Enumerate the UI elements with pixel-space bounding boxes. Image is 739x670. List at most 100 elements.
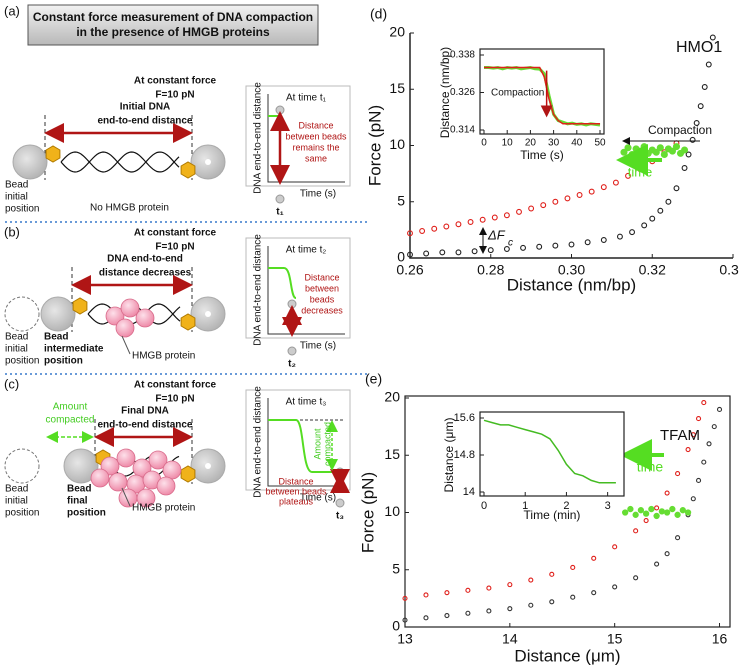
- x-tick-label: 20: [525, 138, 537, 149]
- time-label: t₁: [276, 207, 283, 218]
- data-point: [706, 441, 712, 447]
- data-point: [640, 143, 648, 151]
- data-point: [681, 165, 688, 171]
- data-point: [402, 595, 408, 601]
- x-tick-label: 2: [563, 500, 569, 512]
- x-tick-label: 16: [712, 630, 728, 646]
- data-point: [479, 216, 486, 223]
- data-point: [471, 248, 478, 255]
- data-point: [633, 575, 639, 581]
- time-label: t₃: [336, 511, 344, 522]
- x-tick-label: 50: [594, 138, 606, 149]
- x-tick-label: 40: [571, 138, 583, 149]
- force: F=10 pN: [155, 394, 194, 405]
- plot-note: between: [305, 283, 339, 293]
- linker: [180, 313, 196, 331]
- panel-label: (c): [4, 376, 19, 391]
- hmgb-protein: [148, 450, 168, 470]
- hmgb-protein: [108, 472, 128, 492]
- linker: [180, 161, 196, 179]
- data-point: [652, 148, 660, 156]
- annotation: TFAM: [660, 427, 700, 444]
- bead-label: initial: [5, 344, 28, 355]
- plot-ylabel: DNA end-to-end distance: [253, 82, 264, 194]
- y-tick-label: 5: [397, 192, 405, 208]
- data-point: [423, 615, 429, 621]
- y-axis-label: Distance (μm): [442, 418, 456, 493]
- force: F=10 pN: [155, 242, 194, 253]
- data-point: [711, 424, 717, 430]
- data-point: [443, 223, 450, 230]
- y-tick-label: 10: [384, 503, 400, 519]
- x-tick-label: 0.26: [396, 261, 423, 277]
- data-point: [570, 594, 576, 600]
- data-point: [465, 587, 471, 593]
- data-point: [503, 212, 510, 219]
- data-point: [701, 459, 707, 465]
- data-point: [487, 247, 494, 254]
- y-tick-label: 0.314: [450, 125, 475, 136]
- plot-note: between beads: [265, 486, 327, 496]
- data-point: [407, 230, 413, 237]
- plot-note: Distance: [304, 272, 339, 282]
- data-point: [690, 496, 696, 502]
- data-point: [701, 400, 707, 406]
- y-tick-label: 14: [463, 486, 475, 498]
- x-tick-label: 14: [502, 630, 518, 646]
- bead: [4, 448, 40, 484]
- plot-ylabel: DNA end-to-end distance: [253, 386, 264, 498]
- x-tick-label: 0: [481, 138, 487, 149]
- bead-label: position: [44, 356, 83, 367]
- condition: At constant force: [134, 228, 217, 239]
- hmgb-protein: [135, 308, 155, 328]
- data-point: [402, 617, 408, 623]
- dna-strand: [87, 303, 181, 325]
- bead: [12, 144, 48, 180]
- pointer: [121, 487, 131, 507]
- y-axis-label: Distance (nm/bp): [438, 47, 452, 138]
- data-point: [528, 602, 534, 608]
- data-point: [549, 599, 555, 605]
- data-point: [654, 505, 660, 511]
- data-point: [690, 432, 696, 438]
- linker: [45, 145, 61, 163]
- data-point: [695, 477, 702, 483]
- data-point: [665, 198, 672, 205]
- bead-dot: [205, 159, 211, 165]
- data-point: [658, 508, 666, 515]
- bead-label: initial: [5, 192, 28, 203]
- panel-label: (a): [4, 3, 20, 18]
- data-point: [552, 198, 559, 205]
- pointer: [121, 335, 131, 355]
- data-point: [439, 249, 446, 256]
- data-point: [660, 150, 668, 159]
- plot-axes: [267, 94, 345, 183]
- bead-label: position: [67, 508, 106, 519]
- plot-axes: [267, 398, 345, 487]
- data-point: [629, 229, 636, 236]
- x-tick-label: 3: [605, 500, 611, 512]
- x-axis-label: Time (min): [524, 508, 581, 522]
- hmgb-protein: [116, 448, 136, 468]
- data-point: [600, 237, 607, 243]
- data-point: [465, 610, 471, 616]
- data-point: [675, 471, 681, 477]
- protein-label: HMGB protein: [132, 351, 195, 362]
- annotation: ΔF: [487, 227, 506, 242]
- data-point: [664, 551, 670, 557]
- time-marker: [335, 498, 345, 508]
- data-point: [612, 584, 618, 590]
- x-tick-label: 1: [522, 500, 528, 512]
- data-point: [455, 221, 462, 228]
- plot-box: [245, 85, 351, 187]
- plot-ylabel: DNA end-to-end distance: [253, 234, 264, 346]
- y-tick-label: 0.338: [450, 50, 475, 61]
- data-point: [588, 188, 595, 195]
- y-tick-label: 0: [392, 618, 400, 634]
- plot-axes: [267, 246, 345, 335]
- bead-label: Bead: [44, 332, 68, 343]
- data-point: [689, 136, 696, 143]
- annotation: Compaction: [648, 123, 712, 137]
- bead-marker: [275, 105, 285, 115]
- time-marker: [287, 346, 297, 356]
